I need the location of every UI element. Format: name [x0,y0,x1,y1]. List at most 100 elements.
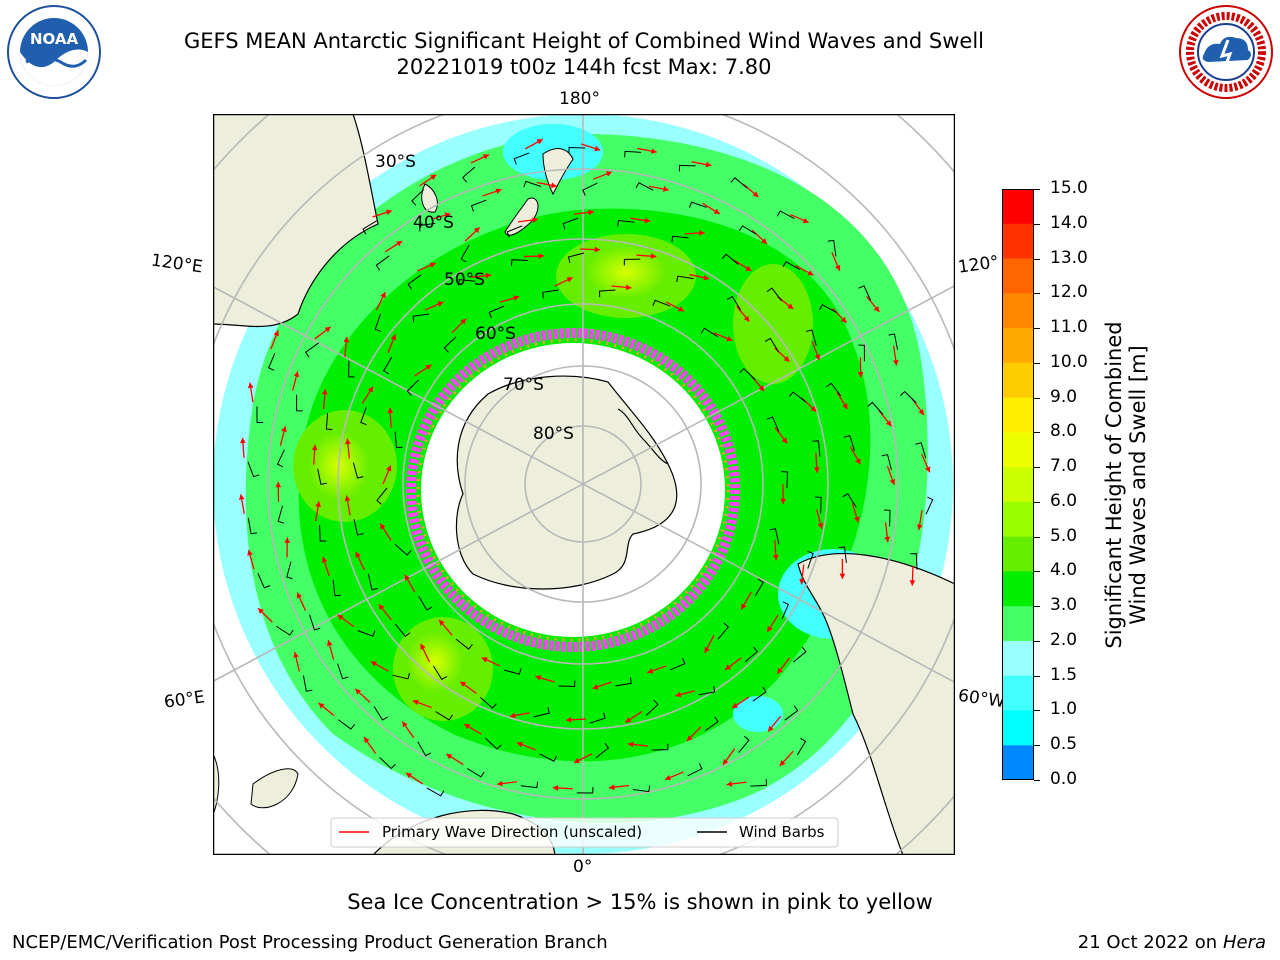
wave-direction-arrowhead [284,537,291,543]
wind-barb [598,289,616,298]
wave-direction-arrowhead [677,306,684,312]
wave-direction-arrowhead [406,772,413,779]
colorbar-tick-mark [1034,293,1040,295]
lat-label-50s: 50°S [444,270,485,290]
wave-direction-arrowhead [726,335,733,342]
wind-barb [838,546,847,563]
lon-label-0: 0° [573,857,593,877]
wind-barb [567,252,585,263]
wind-barb [276,449,285,468]
wind-barb [379,757,396,770]
sea-ice-note: Sea Ice Concentration > 15% is shown in … [347,890,933,914]
wind-barb [296,394,303,412]
wave-direction-arrowhead [326,640,333,647]
wind-barb [576,787,594,794]
wind-barb [766,416,780,432]
wind-barb [417,741,432,757]
wind-barb [726,295,742,311]
colorbar-label-line2: Wind Waves and Swell [m] [1126,345,1150,625]
wave-direction-arrowhead [385,209,392,216]
wave-direction-arrowhead [817,522,824,529]
wind-barb [858,344,865,362]
lat-label-40s: 40°S [413,213,454,233]
wind-barb [319,525,327,542]
colorbar-tick-mark [1034,606,1040,608]
wave-direction-arrowhead [783,355,790,362]
wave-direction-arrowhead [761,238,767,244]
colorbar-tick-mark [1034,432,1040,434]
wind-barb [784,705,799,721]
wind-barb [623,258,641,266]
wave-direction-arrowhead [315,501,321,508]
wind-barb [542,289,559,299]
wave-direction-arrowhead [355,551,361,558]
colorbar-segment [1002,640,1034,677]
colorbar-tick-label: 12.0 [1050,282,1088,303]
colorbar-segment [1002,189,1034,225]
wind-barb [700,327,719,338]
wave-direction-arrowhead [247,549,253,556]
wave-direction-arrowhead [311,444,318,451]
wind-barb [470,199,487,212]
wind-barb [793,646,807,663]
colorbar-label-line1: Significant Height of Combined [1102,321,1126,649]
wind-barb [394,623,411,638]
wind-barb [698,685,716,696]
colorbar-tick-label: 13.0 [1050,247,1088,268]
wind-barb [256,406,264,423]
wind-barb [418,222,436,232]
wind-barb [411,189,424,206]
lat-label-80s: 80°S [533,424,574,444]
wave-direction-arrowhead [464,724,471,730]
wave-direction-arrowhead [839,573,846,579]
colorbar-tick-mark [1034,397,1040,399]
wave-direction-arrowhead [663,186,669,192]
south-polar-wave-map: Primary Wave Direction (unscaled) Wind B… [212,113,956,856]
wind-barb [325,413,333,431]
lon-label-60w: 60°W [956,685,1007,713]
wave-direction-arrowhead [552,785,559,791]
wind-barb [766,287,782,302]
wave-direction-arrowhead [483,154,489,160]
wave-direction-arrowhead [647,668,654,674]
wave-direction-arrowhead [429,262,436,268]
wave-direction-arrowhead [378,604,385,611]
wave-direction-arrowhead [370,661,377,667]
wind-barb [455,638,473,650]
lon-label-120w: 120° [956,252,1001,278]
wave-direction-arrowhead [296,592,303,599]
wave-direction-arrowhead [699,230,705,236]
wave-direction-arrowhead [916,524,923,530]
wind-barb [812,440,821,457]
colorbar-tick-label: 8.0 [1050,421,1078,442]
wave-direction-arrowhead [594,246,601,253]
wind-barb [286,561,293,580]
colorbar-tick-label: 0.0 [1050,769,1078,789]
wave-direction-arrowhead [650,253,657,260]
wave-direction-arrowhead [686,735,693,742]
wind-barb [582,182,598,196]
generation-date: 21 Oct 2022 on Hera [1078,932,1266,953]
colorbar-tick-label: 1.5 [1050,664,1078,685]
wind-barb [337,663,349,680]
colorbar-tick-label: 6.0 [1050,490,1078,511]
colorbar-tick-label: 15.0 [1050,178,1088,198]
wave-direction-arrowhead [767,625,773,632]
wind-barb [754,578,764,597]
wind-barb [617,219,635,227]
wind-barb [533,707,550,718]
colorbar-segment [1002,432,1034,468]
wind-barb [418,595,433,611]
colorbar-tick-mark [1034,501,1040,503]
wind-barb [462,166,476,183]
wind-barb [394,543,412,556]
wave-direction-arrowhead [324,326,331,333]
colorbar-tick-mark [1034,571,1040,573]
wave-direction-arrowhead [516,741,523,748]
wave-direction-arrowhead [437,301,444,307]
wind-barb [796,737,807,756]
lat-label-30s: 30°S [375,152,416,172]
wind-barb [764,337,780,353]
colorbar-tick-mark [1034,710,1040,712]
wind-barb [392,672,411,680]
